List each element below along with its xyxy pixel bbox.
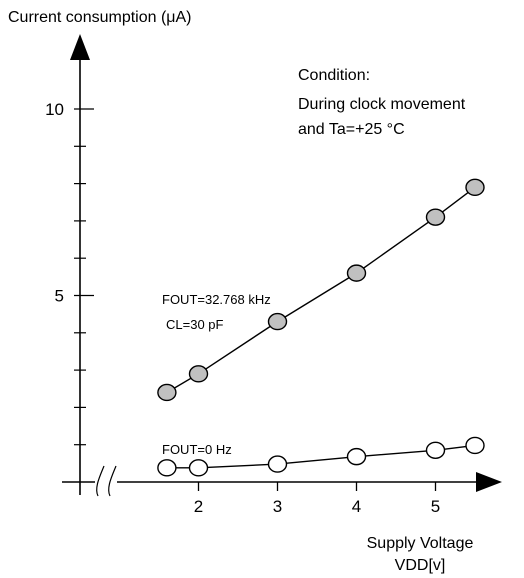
x-tick-label-3: 3 bbox=[273, 497, 282, 516]
x-tick-label-5: 5 bbox=[431, 497, 440, 516]
series-1-point-3 bbox=[346, 447, 367, 466]
series-0-point-4 bbox=[425, 208, 446, 226]
y-tick-label-10: 10 bbox=[45, 100, 64, 119]
series-1-point-1 bbox=[188, 459, 209, 477]
data-points bbox=[157, 178, 485, 477]
axis-ticks bbox=[74, 108, 437, 491]
series-0-point-1 bbox=[188, 365, 209, 383]
series-0-point-5 bbox=[465, 178, 485, 197]
series-0-point-2 bbox=[267, 312, 288, 331]
x-tick-label-4: 4 bbox=[352, 497, 361, 516]
series-1-point-4 bbox=[425, 441, 446, 459]
series-1-point-2 bbox=[267, 455, 288, 473]
series-label-32khz-line2: CL=30 pF bbox=[166, 317, 224, 332]
x-axis-title-line2: VDD[v] bbox=[395, 557, 446, 574]
condition-line2: and Ta=+25 °C bbox=[298, 121, 405, 138]
series-0-point-0 bbox=[157, 383, 177, 402]
series-0-point-3 bbox=[346, 264, 367, 282]
x-tick-label-2: 2 bbox=[194, 497, 203, 516]
y-axis-title: Current consumption (μA) bbox=[8, 9, 192, 26]
x-axis-arrowhead bbox=[476, 472, 502, 492]
series-1-point-5 bbox=[465, 436, 485, 455]
x-axis-title-line1: Supply Voltage bbox=[367, 535, 474, 552]
axis-tick-labels: 2 3 4 5 5 10 bbox=[45, 100, 440, 516]
series-label-0hz: FOUT=0 Hz bbox=[162, 442, 232, 457]
condition-title: Condition: bbox=[298, 67, 370, 84]
x-axis-break-marks bbox=[95, 465, 117, 497]
series-label-32khz-line1: FOUT=32.768 kHz bbox=[162, 292, 271, 307]
y-axis-arrowhead bbox=[70, 34, 90, 60]
condition-line1: During clock movement bbox=[298, 96, 466, 113]
series-1-point-0 bbox=[157, 459, 177, 477]
y-tick-label-5: 5 bbox=[55, 287, 64, 306]
